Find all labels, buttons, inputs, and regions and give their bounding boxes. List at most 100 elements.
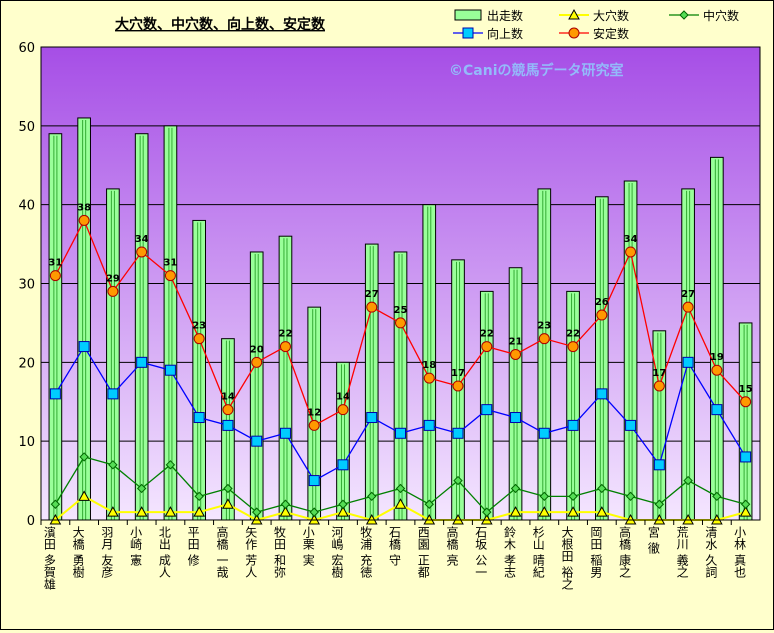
legend-item-向上数: 向上数 (453, 26, 523, 41)
point-中穴数 (654, 499, 665, 509)
point-大穴数 (222, 498, 234, 509)
legend-marker (462, 27, 474, 39)
point-安定数 (337, 404, 349, 416)
x-tick-label: 石橋 守 (388, 526, 402, 566)
y-tick-label: 30 (18, 278, 35, 293)
bar-出走数 (393, 251, 408, 521)
point-中穴数 (50, 499, 61, 509)
point-中穴数 (453, 475, 463, 486)
point-安定数 (653, 380, 665, 392)
data-label: 15 (739, 384, 753, 395)
point-中穴数 (79, 452, 89, 462)
point-向上数 (279, 427, 291, 439)
point-安定数 (308, 419, 320, 431)
x-tick-label: 西園 正都 (416, 526, 430, 578)
point-向上数 (653, 459, 665, 471)
point-向上数 (625, 419, 637, 431)
series-安定数: 31 38 29 34 31 23 14 20 22 12 14 27 25 18 17 22 21 23 22 26… (48, 202, 753, 431)
x-tick-label: 石坂 公一 (474, 526, 488, 578)
point-向上数 (596, 388, 608, 400)
x-tick-label: 北出 成人 (157, 526, 171, 578)
bar-出走数 (249, 251, 264, 521)
bar-出走数 (594, 196, 609, 521)
x-tick-label: 宮 徹 (646, 525, 660, 554)
data-label: 29 (106, 273, 120, 284)
point-中穴数 (510, 483, 521, 494)
point-大穴数 (595, 506, 608, 517)
point-大穴数 (337, 506, 349, 517)
series-中穴数 (50, 452, 751, 517)
y-tick-label: 10 (18, 435, 35, 450)
point-向上数 (193, 412, 205, 424)
point-向上数 (251, 435, 263, 447)
data-label: 18 (422, 360, 436, 371)
legend-marker (679, 10, 689, 20)
x-tick-label: 平田 修 (186, 526, 200, 566)
point-大穴数 (538, 506, 551, 517)
point-中穴数 (136, 483, 147, 494)
point-中穴数 (223, 483, 233, 494)
point-向上数 (510, 412, 522, 424)
point-向上数 (366, 412, 378, 424)
x-tick-label: 高橋 康之 (618, 525, 632, 578)
point-向上数 (538, 427, 550, 439)
bar-出走数 (192, 219, 207, 521)
point-向上数 (222, 419, 234, 431)
point-中穴数 (367, 491, 377, 502)
point-大穴数 (279, 506, 292, 517)
plot-border (40, 46, 761, 521)
bar-出走数 (537, 188, 552, 521)
x-tick-label: 牧田 和弥 (272, 526, 286, 578)
point-向上数 (682, 356, 694, 368)
data-label: 26 (595, 297, 609, 308)
x-tick-label: 羽月 友彦 (100, 526, 114, 578)
point-大穴数 (509, 506, 522, 517)
y-tick-label: 20 (18, 356, 35, 371)
point-安定数 (164, 270, 176, 282)
data-label: 14 (336, 392, 350, 403)
data-label: 27 (681, 289, 695, 300)
series-向上数 (49, 341, 752, 487)
x-tick-label: 矢作 芳人 (244, 526, 258, 578)
point-中穴数 (165, 460, 176, 470)
x-tick-label: 清水 久詞 (704, 526, 718, 578)
x-tick-label: 高橋 一哉 (215, 525, 229, 578)
point-大穴数 (739, 506, 752, 517)
bar-出走数 (623, 180, 638, 521)
point-中穴数 (539, 491, 550, 502)
legend-label: 出走数 (487, 8, 523, 23)
point-安定数 (567, 341, 579, 353)
point-安定数 (423, 372, 435, 384)
point-安定数 (49, 270, 61, 282)
legend-item-中穴数: 中穴数 (669, 8, 739, 23)
y-tick-label: 50 (18, 120, 35, 135)
bar-出走数 (106, 188, 120, 521)
point-安定数 (193, 333, 205, 345)
bar-出走数 (652, 330, 667, 521)
y-tick-label: 40 (18, 199, 35, 214)
point-向上数 (136, 356, 148, 368)
point-中穴数 (424, 499, 434, 509)
legend-label: 向上数 (487, 26, 523, 41)
point-大穴数 (164, 506, 177, 517)
point-向上数 (567, 419, 579, 431)
data-label: 14 (221, 392, 235, 403)
data-label: 21 (509, 336, 523, 347)
bar-出走数 (710, 156, 724, 521)
data-label: 12 (307, 407, 321, 418)
bar-出走数 (681, 188, 695, 521)
x-tick-label: 河嶋 宏樹 (330, 526, 344, 578)
point-大穴数 (78, 490, 90, 501)
bar-出走数 (738, 322, 753, 521)
x-tick-label: 小林 真也 (733, 526, 747, 578)
x-tick-label: 鈴木 孝志 (503, 525, 517, 578)
bar-出走数 (336, 361, 350, 521)
point-大穴数 (193, 506, 206, 517)
point-安定数 (682, 301, 694, 313)
point-中穴数 (280, 499, 291, 509)
point-安定数 (366, 301, 378, 313)
point-大穴数 (567, 506, 579, 517)
x-tick-label: 大根田 裕之 (560, 526, 574, 590)
point-向上数 (49, 388, 61, 400)
